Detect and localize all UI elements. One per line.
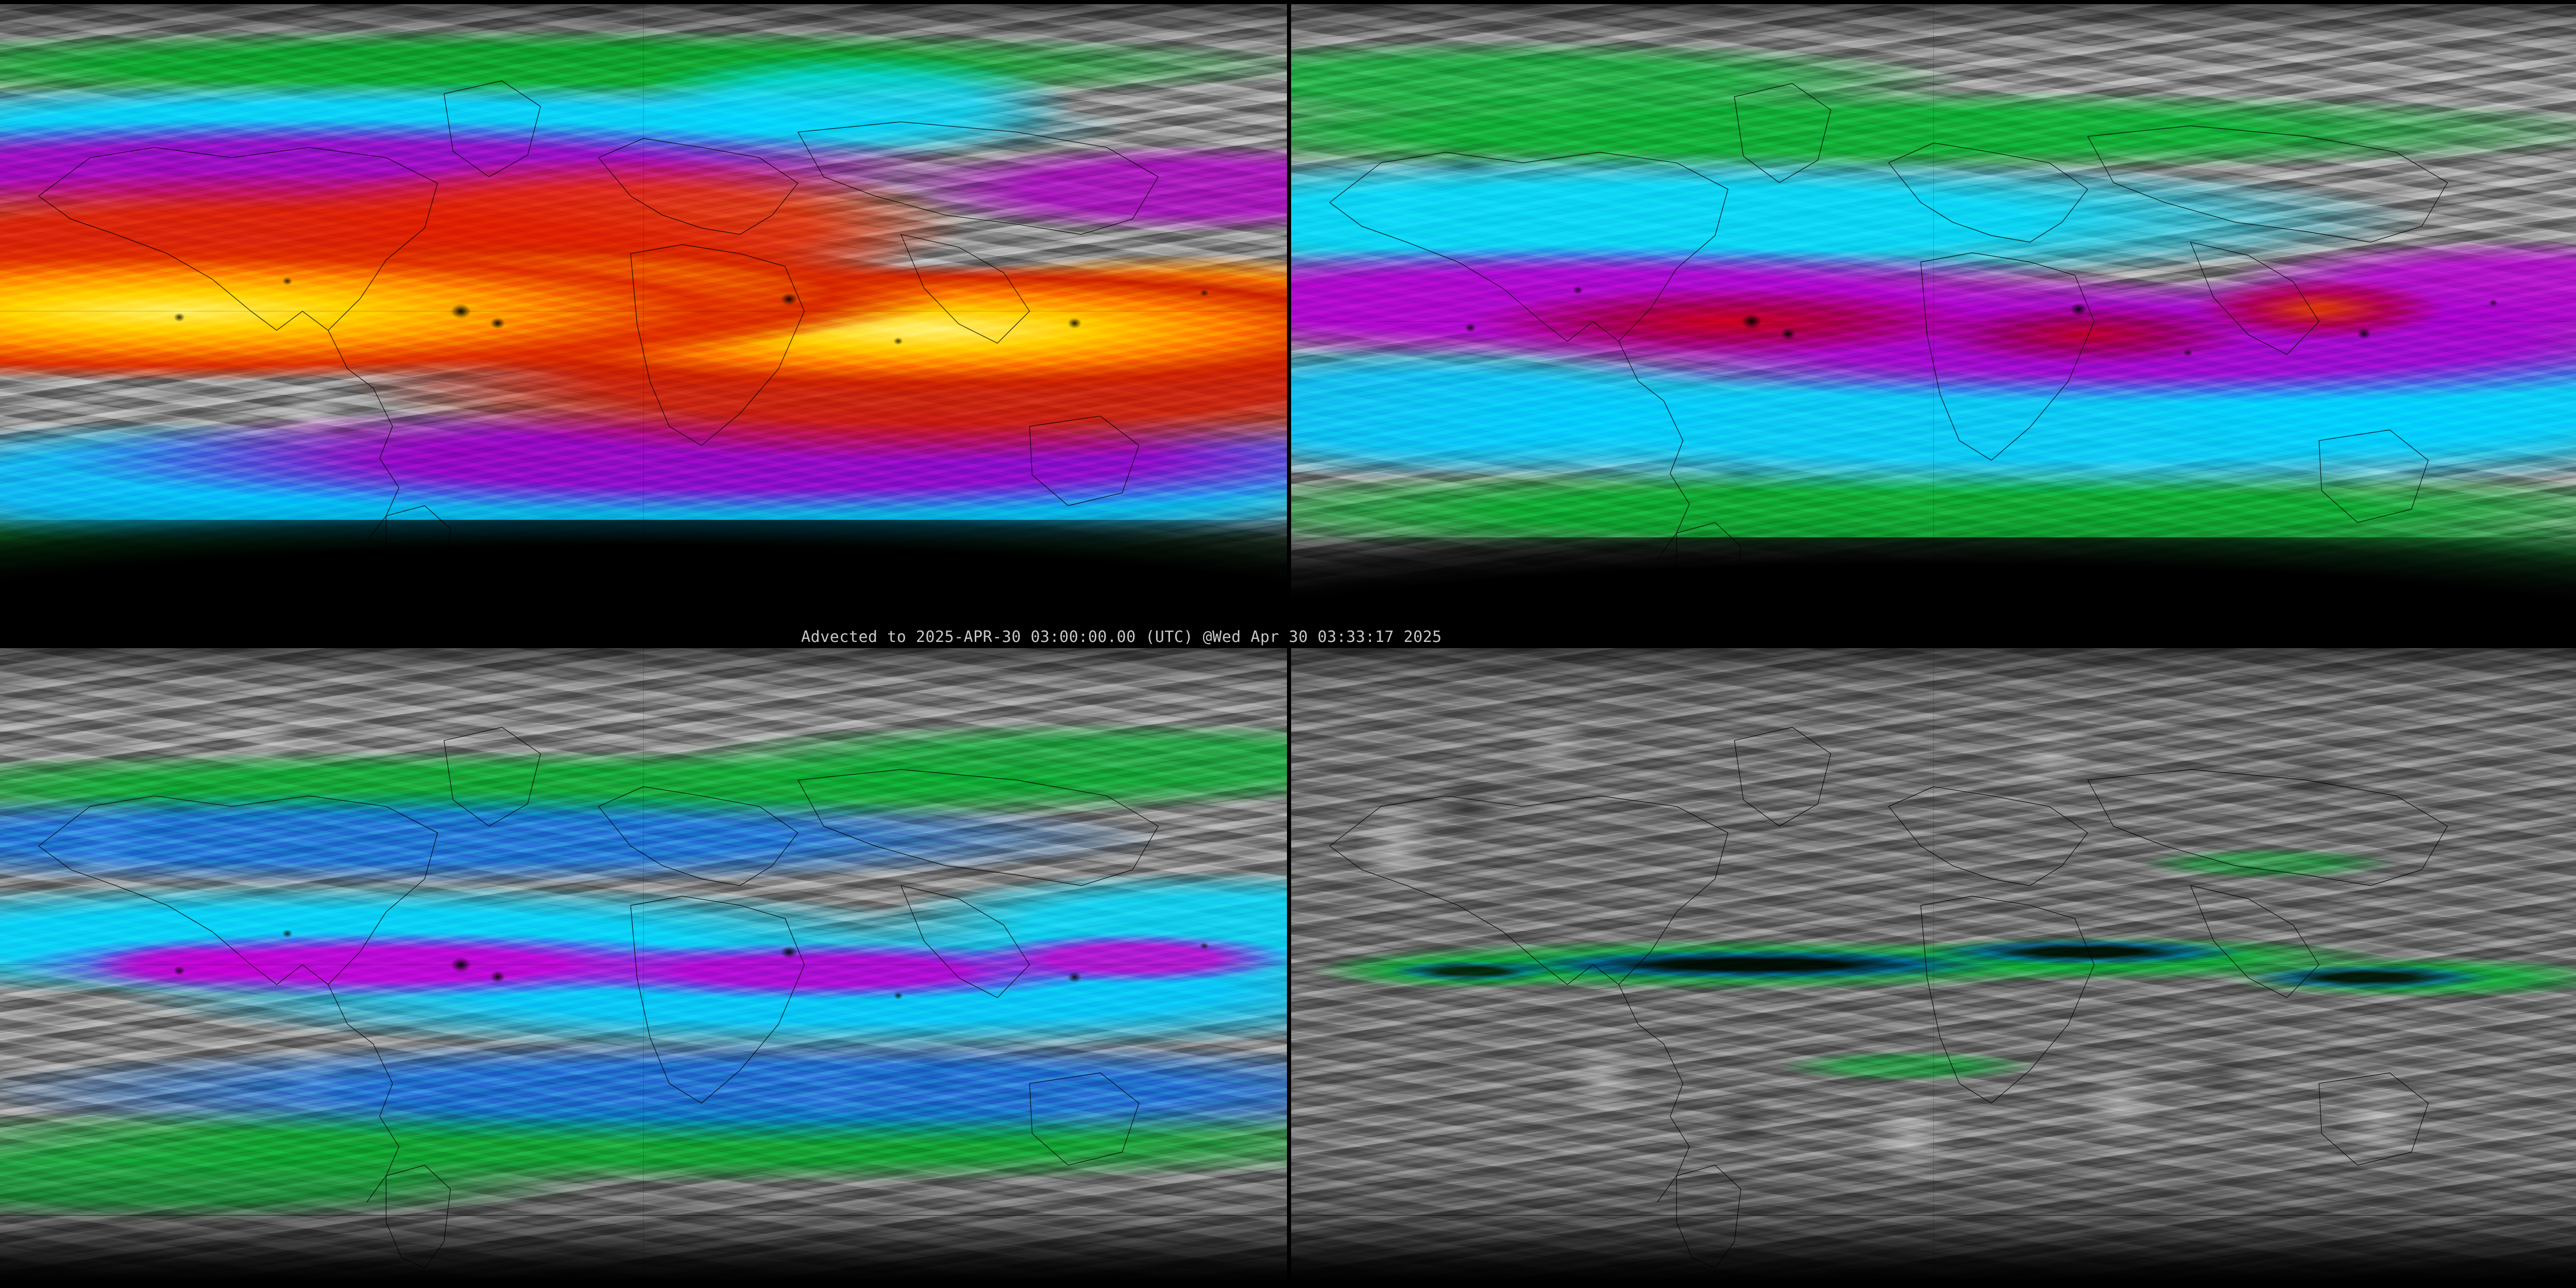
polar-darkening <box>0 4 1287 618</box>
map-panel-850-700[interactable]: 850−700 <box>1291 4 2576 639</box>
polar-darkening <box>1291 648 2576 1281</box>
map-panel-1000-850[interactable]: 1000−850 <box>0 4 1287 618</box>
coastline-overlay <box>1291 4 2576 639</box>
vertical-divider <box>1287 0 1291 1288</box>
timestamp-caption: Advected to 2025-APR-30 03:00:00.00 (UTC… <box>801 628 1442 646</box>
polar-darkening <box>0 648 1287 1281</box>
right-divider-band <box>1291 639 2576 648</box>
coastline-overlay <box>0 648 1287 1281</box>
map-panel-700-500[interactable]: 700−500 <box>0 648 1287 1281</box>
antarctic-mask <box>0 520 1287 618</box>
coastline-overlay <box>0 4 1287 618</box>
coastline-overlay <box>1291 648 2576 1281</box>
caption-strip <box>0 618 1291 648</box>
polar-darkening <box>1291 4 2576 639</box>
antarctic-mask <box>1291 537 2576 639</box>
map-panel-500-300[interactable]: 500−300 <box>1291 648 2576 1281</box>
